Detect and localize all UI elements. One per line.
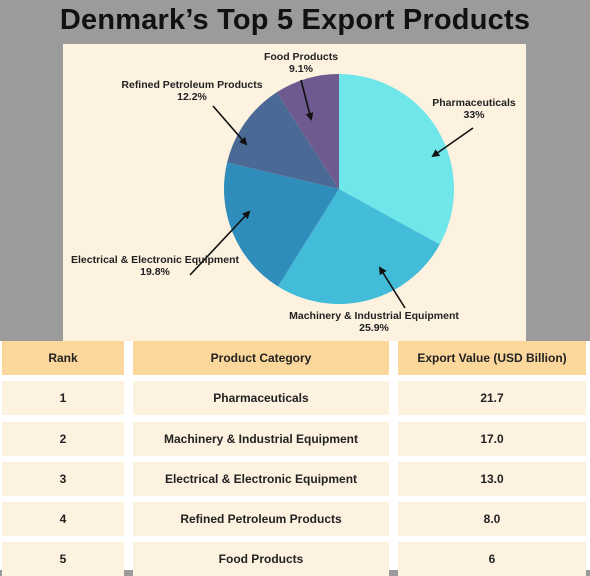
label-arrows (189, 79, 474, 309)
cell-category: Pharmaceuticals (133, 381, 389, 415)
label-arrow (300, 79, 314, 121)
slice-percent-label: 25.9% (359, 322, 389, 334)
cell-value: 17.0 (398, 422, 586, 456)
pie-slices (223, 74, 455, 305)
table-row: 2 Machinery & Industrial Equipment 17.0 (0, 422, 590, 456)
table-row: 3 Electrical & Electronic Equipment 13.0 (0, 462, 590, 496)
cell-value: 6 (398, 542, 586, 576)
pie-slice-food-products (276, 74, 339, 189)
label-arrow (431, 127, 474, 158)
pie-slice-electrical-electronic-equipment (223, 162, 339, 287)
slice-percent-label: 12.2% (177, 91, 207, 103)
label-arrow (378, 266, 406, 309)
header-product-category: Product Category (133, 341, 389, 375)
slice-name-label: Pharmaceuticals (432, 97, 516, 109)
chart-panel: Pharmaceuticals 33% Machinery & Industrial… (63, 44, 526, 341)
cell-rank: 4 (2, 502, 124, 536)
header-rank: Rank (2, 341, 124, 375)
slice-percent-label: 9.1% (289, 63, 314, 75)
label-arrow (212, 105, 248, 146)
pie-slice-refined-petroleum-products (227, 92, 339, 189)
cell-category: Refined Petroleum Products (133, 502, 389, 536)
label-arrow (189, 210, 251, 276)
cell-rank: 3 (2, 462, 124, 496)
table-header-row: Rank Product Category Export Value (USD … (0, 341, 590, 375)
cell-rank: 1 (2, 381, 124, 415)
slice-name-label: Electrical & Electronic Equipment (71, 254, 240, 266)
table-row: 1 Pharmaceuticals 21.7 (0, 381, 590, 415)
table-row: 4 Refined Petroleum Products 8.0 (0, 502, 590, 536)
slice-name-label: Refined Petroleum Products (121, 79, 262, 91)
export-table: Rank Product Category Export Value (USD … (0, 341, 590, 576)
slice-name-label: Machinery & Industrial Equipment (289, 310, 459, 322)
cell-value: 8.0 (398, 502, 586, 536)
table-row: 5 Food Products 6 (0, 542, 590, 576)
pie-slice-pharmaceuticals (339, 74, 455, 245)
cell-rank: 5 (2, 542, 124, 576)
slice-name-label: Food Products (264, 51, 338, 63)
cell-rank: 2 (2, 422, 124, 456)
slice-percent-label: 33% (463, 109, 485, 121)
cell-value: 21.7 (398, 381, 586, 415)
cell-category: Electrical & Electronic Equipment (133, 462, 389, 496)
header-export-value: Export Value (USD Billion) (398, 341, 586, 375)
cell-category: Food Products (133, 542, 389, 576)
page-title: Denmark’s Top 5 Export Products (59, 4, 531, 36)
pie-slice-machinery-industrial-equipment (277, 189, 440, 305)
cell-value: 13.0 (398, 462, 586, 496)
slice-percent-label: 19.8% (140, 266, 170, 278)
cell-category: Machinery & Industrial Equipment (133, 422, 389, 456)
